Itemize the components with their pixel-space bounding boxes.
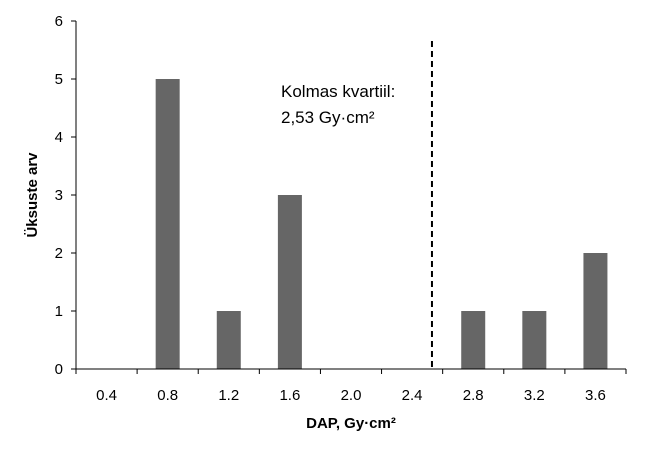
x-tick-label-2.0: 2.0: [341, 387, 362, 404]
bar-3.6: [583, 253, 608, 369]
bar-2.8: [461, 311, 486, 369]
annotation-line-2: 2,53 Gy·cm²: [281, 108, 375, 127]
annotation-line-1: Kolmas kvartiil:: [281, 82, 395, 101]
x-tick-label-3.6: 3.6: [585, 387, 606, 404]
y-tick-label-2: 2: [55, 245, 63, 262]
bar-1.2: [216, 311, 241, 369]
y-tick-label-0: 0: [55, 361, 63, 378]
x-tick-label-1.6: 1.6: [279, 387, 300, 404]
x-tick-label-1.2: 1.2: [218, 387, 239, 404]
bar-0.8: [155, 79, 180, 369]
y-axis-title: Üksuste arv: [24, 152, 41, 238]
x-tick-label-2.4: 2.4: [402, 387, 423, 404]
y-tick-label-1: 1: [55, 303, 63, 320]
x-tick-label-3.2: 3.2: [524, 387, 545, 404]
bar-1.6: [277, 195, 302, 369]
y-tick-label-5: 5: [55, 71, 63, 88]
bar-3.2: [522, 311, 547, 369]
y-tick-label-4: 4: [55, 129, 63, 146]
y-tick-label-3: 3: [55, 187, 63, 204]
y-tick-label-6: 6: [55, 13, 63, 30]
x-axis-title: DAP, Gy·cm²: [306, 415, 396, 432]
x-tick-label-2.8: 2.8: [463, 387, 484, 404]
x-tick-label-0.4: 0.4: [96, 387, 117, 404]
bars-layer: [155, 79, 608, 369]
ticks-layer: 0 1 2 3 4 5 6 0.4 0.8 1.2 1.6 2.0 2.4 2.8 3.2 3.6: [55, 13, 627, 404]
x-tick-label-0.8: 0.8: [157, 387, 178, 404]
